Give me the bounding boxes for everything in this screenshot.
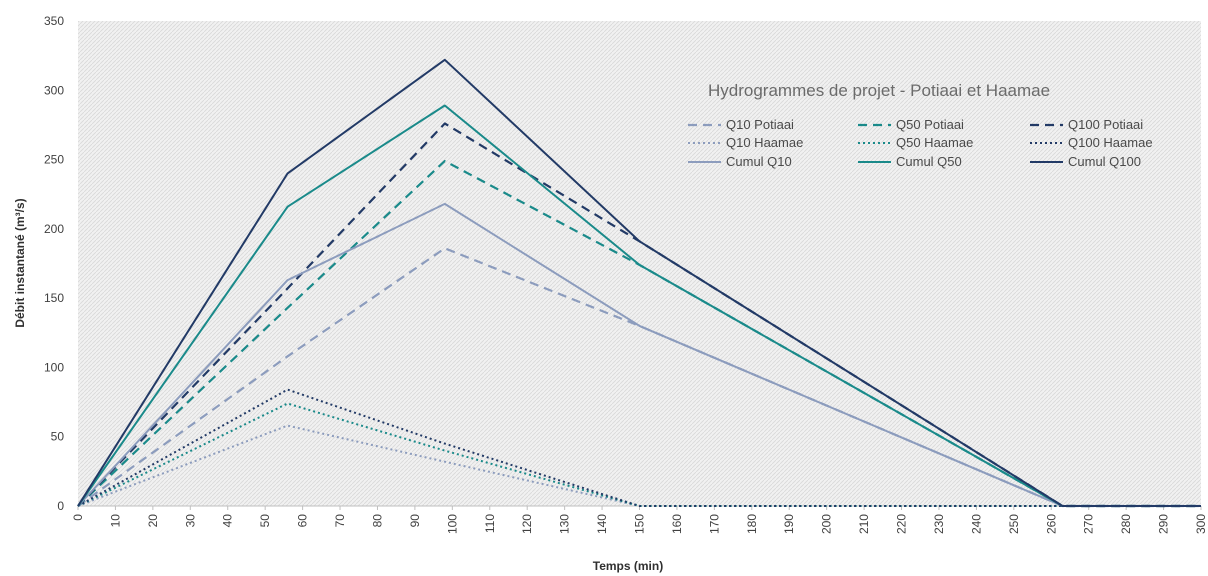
x-tick-label: 210 <box>857 514 871 534</box>
legend-label: Q10 Haamae <box>726 135 803 150</box>
y-tick-label: 50 <box>51 430 65 444</box>
legend: Q10 Potiaai Q50 Potiaai Q100 Potiaai Q10 Ha… <box>688 117 1153 169</box>
x-tick-label: 220 <box>895 514 909 534</box>
series-line-cumul-q100 <box>77 58 1201 507</box>
series-line-q10-haamae <box>77 424 1201 507</box>
y-axis-title: Débit instantané (m³/s) <box>13 198 27 327</box>
chart-title: Hydrogrammes de projet - Potiaai et Haam… <box>708 81 1050 100</box>
legend-label: Q100 Haamae <box>1068 135 1153 150</box>
legend-label: Q50 Haamae <box>896 135 973 150</box>
x-tick-label: 230 <box>932 514 946 534</box>
x-tick-label: 70 <box>333 514 347 528</box>
x-tick-label: 0 <box>71 514 85 521</box>
x-tick-label: 170 <box>707 514 721 534</box>
x-tick-label: 280 <box>1119 514 1133 534</box>
x-tick-label: 50 <box>258 514 272 528</box>
legend-label: Cumul Q10 <box>726 154 792 169</box>
y-tick-label: 0 <box>57 499 64 513</box>
plot-area <box>78 21 1201 506</box>
series-line-q50-haamae <box>77 402 1201 507</box>
x-tick-label: 260 <box>1044 514 1058 534</box>
series-layer <box>77 58 1201 508</box>
y-tick-label: 150 <box>44 291 64 305</box>
y-tick-label: 350 <box>44 14 64 28</box>
y-tick-label: 200 <box>44 222 64 236</box>
series-line-q100-haamae <box>77 388 1201 507</box>
x-tick-label: 290 <box>1157 514 1171 534</box>
x-tick-label: 140 <box>595 514 609 534</box>
x-tick-label: 10 <box>108 514 122 528</box>
legend-label: Q50 Potiaai <box>896 117 964 132</box>
x-tick-label: 40 <box>221 514 235 528</box>
x-tick-label: 90 <box>408 514 422 528</box>
y-tick-label: 250 <box>44 153 64 167</box>
legend-label: Q100 Potiaai <box>1068 117 1143 132</box>
y-tick-label: 300 <box>44 83 64 97</box>
x-tick-label: 270 <box>1082 514 1096 534</box>
legend-label: Cumul Q100 <box>1068 154 1141 169</box>
x-tick-label: 190 <box>782 514 796 534</box>
x-tick-label: 240 <box>969 514 983 534</box>
legend-label: Cumul Q50 <box>896 154 962 169</box>
legend-label: Q10 Potiaai <box>726 117 794 132</box>
x-tick-label: 80 <box>370 514 384 528</box>
x-tick-label: 110 <box>483 514 497 533</box>
x-tick-label: 180 <box>745 514 759 534</box>
x-tick-label: 120 <box>520 514 534 534</box>
x-tick-label: 130 <box>558 514 572 534</box>
x-tick-label: 150 <box>633 514 647 534</box>
x-tick-label: 300 <box>1194 514 1208 534</box>
y-tick-label: 100 <box>44 360 64 374</box>
x-tick-label: 250 <box>1007 514 1021 534</box>
x-tick-label: 60 <box>296 514 310 528</box>
x-tick-label: 30 <box>183 514 197 528</box>
x-tick-label: 100 <box>445 514 459 534</box>
x-axis-title: Temps (min) <box>593 559 663 573</box>
x-tick-label: 20 <box>146 514 160 528</box>
axes: 0 10 20 30 40 50 60 70 80 90 100 110 120 130 140 150 160… <box>44 14 1208 534</box>
x-tick-label: 160 <box>670 514 684 534</box>
x-tick-label: 200 <box>820 514 834 534</box>
